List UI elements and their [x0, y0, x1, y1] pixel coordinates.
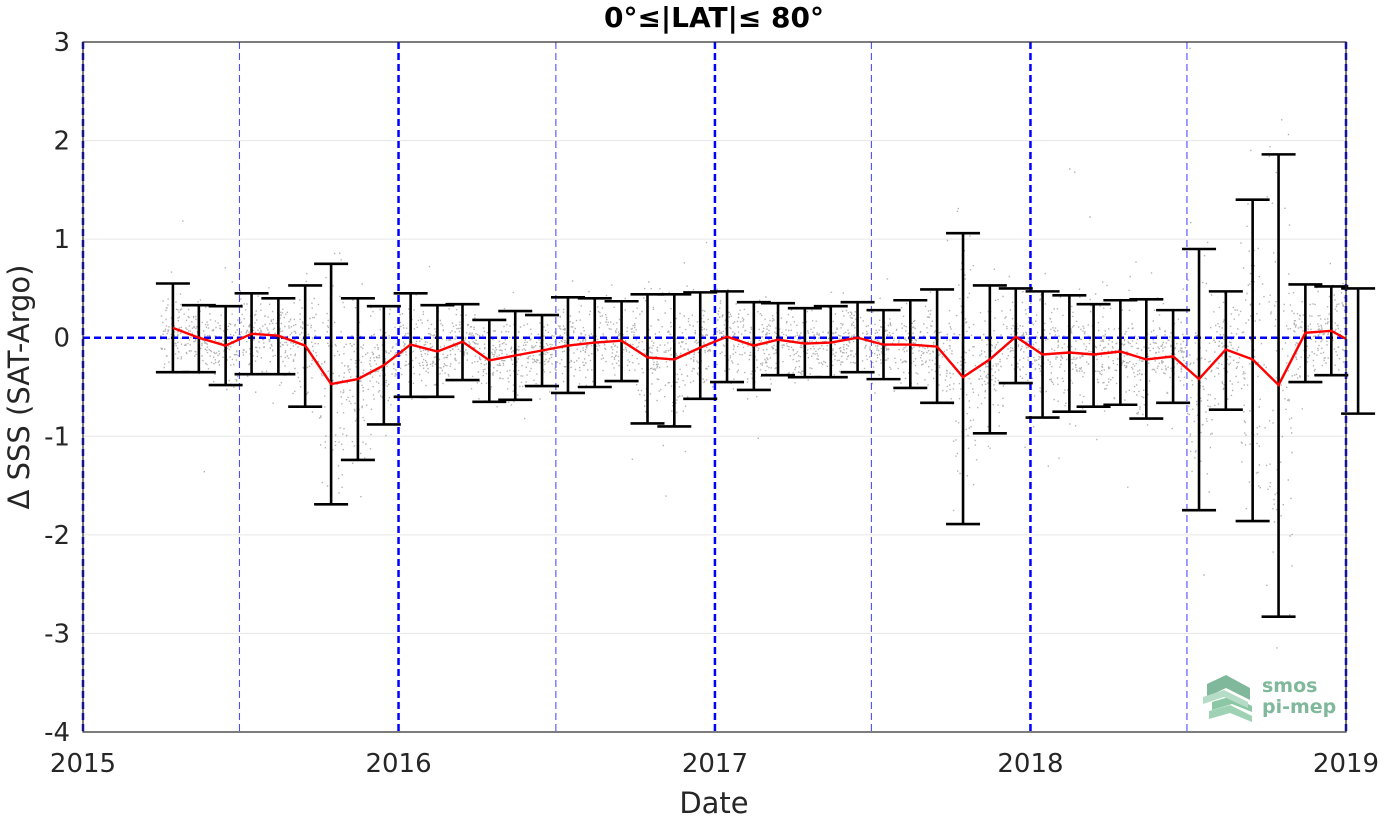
- x-tick-label: 2016: [365, 749, 431, 779]
- logo-mark-icon: [1203, 675, 1252, 722]
- x-tick-label: 2019: [1313, 749, 1379, 779]
- smos-pi-mep-logo: smos pi-mep: [1203, 675, 1336, 722]
- plot-frame: [82, 41, 1347, 733]
- x-tick-label: 2017: [682, 749, 748, 779]
- x-axis-title: Date: [679, 786, 748, 818]
- logo-text-pi-mep: pi-mep: [1262, 696, 1336, 718]
- y-tick-label: -3: [44, 619, 70, 649]
- y-tick-label: 3: [53, 28, 70, 58]
- mean-line: [172, 326, 1346, 388]
- x-tick-labels: 2015 2016 2017 2018 2019: [50, 749, 1379, 779]
- y-tick-label: -2: [44, 521, 70, 551]
- monthly-mean-line: [172, 326, 1346, 388]
- logo-text-smos: smos: [1262, 675, 1317, 697]
- y-axis-title: Δ SSS (SAT-Argo): [2, 265, 36, 510]
- error-bar: [1341, 287, 1376, 415]
- x-tick-label: 2015: [50, 749, 116, 779]
- chart-title: 0°≤|LAT|≤ 80°: [604, 1, 824, 34]
- x-tick-label: 2018: [997, 749, 1063, 779]
- y-tick-label: 1: [53, 225, 70, 255]
- y-tick-label: 0: [53, 324, 70, 354]
- y-tick-label: -4: [44, 718, 70, 748]
- y-tick-labels: 3 2 1 0 -1 -2 -3 -4: [44, 28, 70, 748]
- y-tick-label: -1: [44, 422, 70, 452]
- error-bar: [946, 231, 981, 526]
- y-tick-label: 2: [53, 127, 70, 157]
